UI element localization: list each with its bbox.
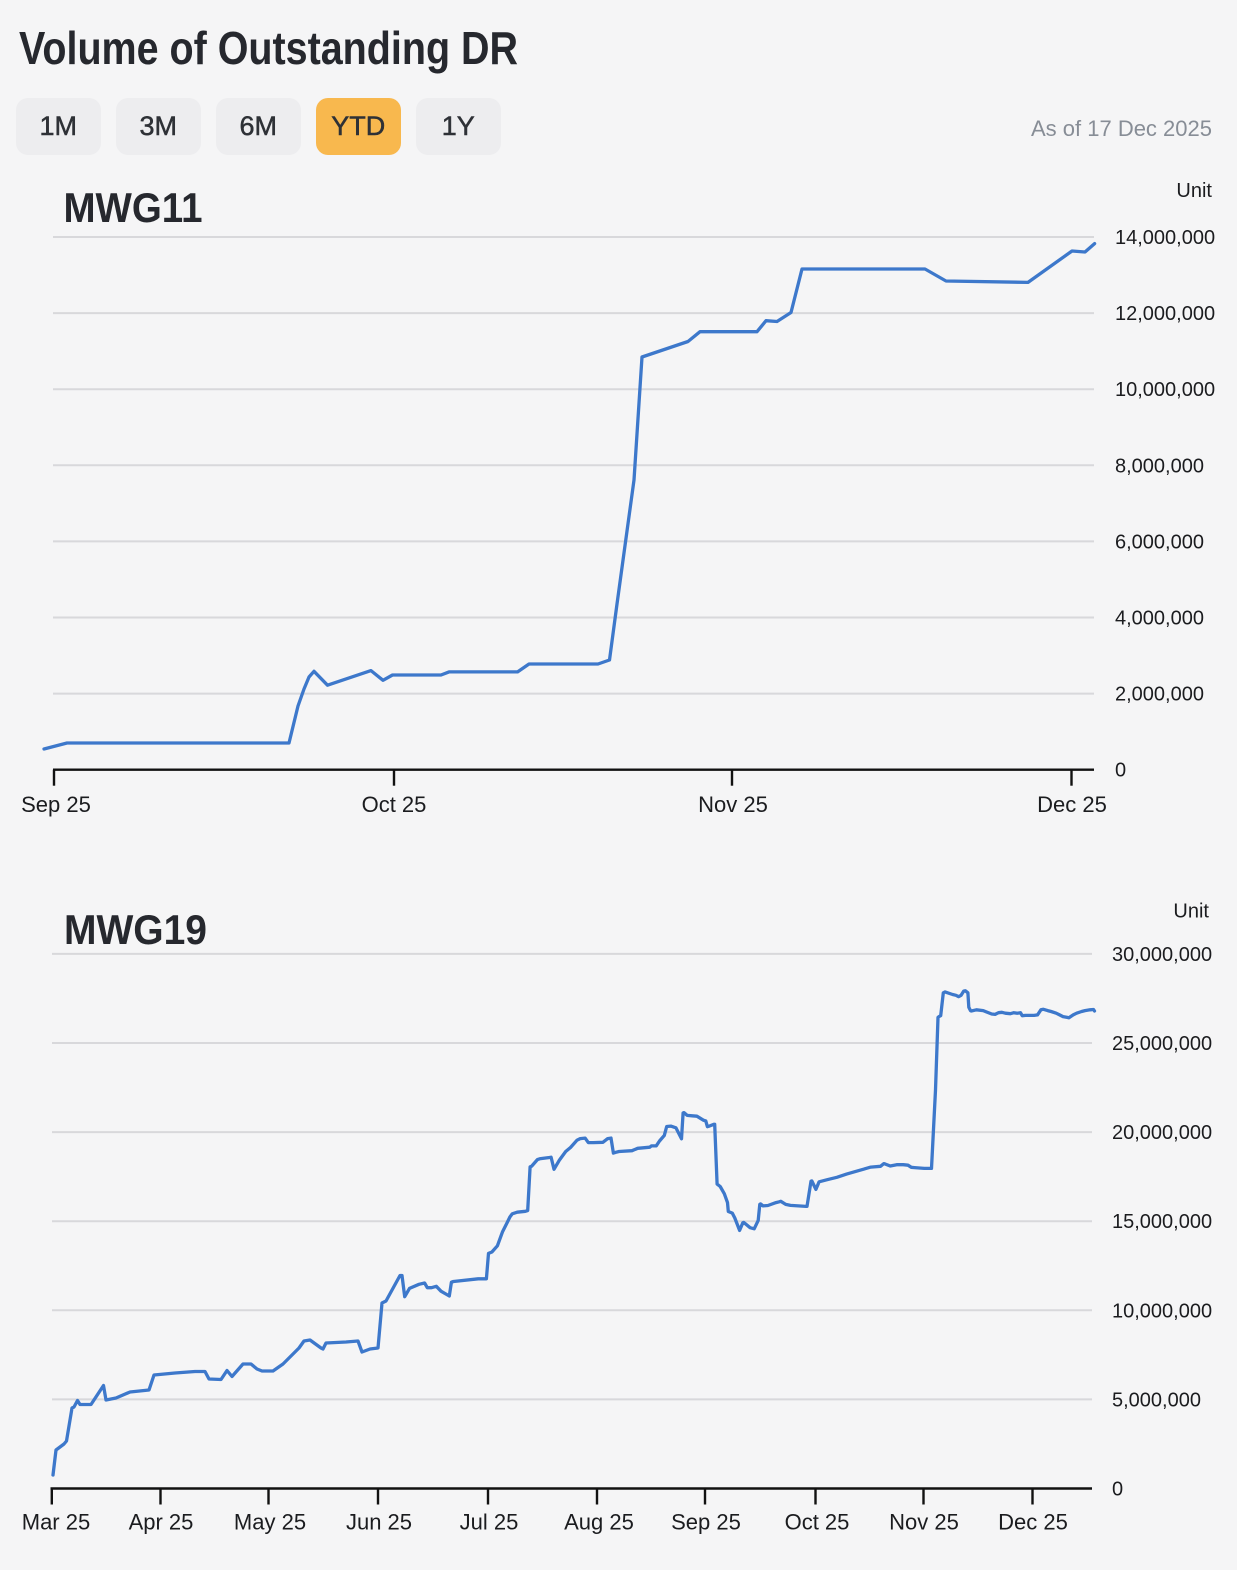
svg-text:0: 0 [1115, 760, 1126, 782]
svg-text:Unit: Unit [1173, 901, 1209, 923]
svg-text:As of 17 Dec 2025: As of 17 Dec 2025 [1031, 116, 1212, 141]
svg-text:10,000,000: 10,000,000 [1115, 379, 1215, 401]
svg-text:20,000,000: 20,000,000 [1112, 1122, 1212, 1144]
svg-text:Jun 25: Jun 25 [346, 1510, 412, 1535]
svg-text:Nov 25: Nov 25 [698, 792, 768, 817]
svg-text:Oct 25: Oct 25 [362, 792, 427, 817]
svg-text:5,000,000: 5,000,000 [1112, 1389, 1201, 1411]
svg-text:Sep 25: Sep 25 [671, 1510, 741, 1535]
svg-text:Dec 25: Dec 25 [1037, 792, 1107, 817]
svg-text:Mar 25: Mar 25 [22, 1510, 90, 1535]
svg-text:Apr 25: Apr 25 [129, 1510, 194, 1535]
svg-text:30,000,000: 30,000,000 [1112, 944, 1212, 966]
svg-text:Oct 25: Oct 25 [785, 1510, 850, 1535]
svg-text:25,000,000: 25,000,000 [1112, 1033, 1212, 1055]
svg-text:Jul 25: Jul 25 [460, 1510, 519, 1535]
svg-text:Sep 25: Sep 25 [21, 792, 91, 817]
svg-text:8,000,000: 8,000,000 [1115, 455, 1204, 477]
svg-text:May 25: May 25 [234, 1510, 306, 1535]
svg-text:10,000,000: 10,000,000 [1112, 1300, 1212, 1322]
svg-text:Volume of Outstanding DR: Volume of Outstanding DR [19, 22, 518, 74]
svg-text:12,000,000: 12,000,000 [1115, 303, 1215, 325]
svg-text:6,000,000: 6,000,000 [1115, 531, 1204, 553]
svg-text:Nov 25: Nov 25 [889, 1510, 959, 1535]
svg-text:14,000,000: 14,000,000 [1115, 227, 1215, 249]
svg-text:4,000,000: 4,000,000 [1115, 608, 1204, 630]
svg-text:Aug 25: Aug 25 [564, 1510, 634, 1535]
svg-text:Dec 25: Dec 25 [998, 1510, 1068, 1535]
svg-text:0: 0 [1112, 1479, 1123, 1501]
svg-text:MWG19: MWG19 [64, 906, 207, 953]
svg-text:Unit: Unit [1176, 180, 1212, 202]
svg-text:15,000,000: 15,000,000 [1112, 1211, 1212, 1233]
svg-text:2,000,000: 2,000,000 [1115, 684, 1204, 706]
svg-text:MWG11: MWG11 [64, 184, 203, 231]
